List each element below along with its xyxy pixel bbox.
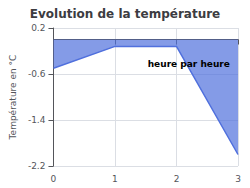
svg-text:-2.2: -2.2 <box>28 161 46 171</box>
svg-text:0: 0 <box>51 174 57 184</box>
svg-text:Evolution de la température: Evolution de la température <box>30 7 221 21</box>
svg-text:0.2: 0.2 <box>31 23 45 33</box>
svg-text:-0.6: -0.6 <box>28 69 46 79</box>
svg-text:3: 3 <box>235 174 241 184</box>
svg-text:Température en °C: Température en °C <box>8 55 18 141</box>
svg-text:-1.4: -1.4 <box>28 115 46 125</box>
svg-text:heure par heure: heure par heure <box>148 59 230 69</box>
svg-text:1: 1 <box>112 174 118 184</box>
svg-text:2: 2 <box>174 174 180 184</box>
